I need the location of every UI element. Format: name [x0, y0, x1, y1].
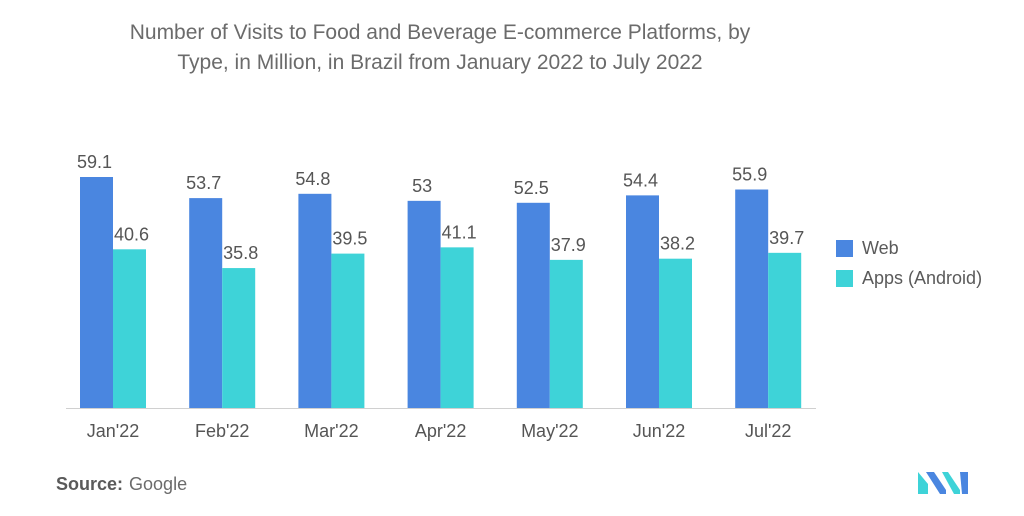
- bar-apps-2: [331, 253, 365, 408]
- data-label-web-2: 54.8: [295, 169, 330, 189]
- data-label-web-1: 53.7: [186, 173, 221, 193]
- chart-title-line-2: Type, in Million, in Brazil from January…: [177, 51, 703, 74]
- legend: Web Apps (Android): [836, 233, 982, 293]
- data-label-apps-5: 38.2: [660, 234, 695, 254]
- legend-label-web: Web: [862, 237, 899, 258]
- data-label-web-5: 54.4: [623, 170, 658, 190]
- legend-item-web: Web: [836, 233, 982, 263]
- bar-web-4: [516, 202, 550, 408]
- source-note: Source: Google: [56, 474, 187, 495]
- bar-apps-6: [768, 252, 802, 408]
- data-label-apps-1: 35.8: [223, 243, 258, 263]
- bar-apps-5: [659, 258, 692, 408]
- data-label-apps-3: 41.1: [442, 222, 477, 242]
- source-label: Source:: [56, 474, 124, 494]
- bar-web-6: [735, 189, 769, 408]
- data-label-web-3: 53: [412, 176, 432, 196]
- data-label-apps-4: 37.9: [551, 235, 586, 255]
- x-tick-label-4: May'22: [521, 421, 578, 441]
- legend-swatch-web: [836, 239, 853, 257]
- data-label-web-4: 52.5: [514, 178, 549, 198]
- x-tick-label-1: Feb'22: [195, 421, 249, 441]
- legend-swatch-apps: [836, 269, 853, 287]
- bar-web-2: [298, 193, 332, 408]
- x-tick-label-0: Jan'22: [87, 421, 139, 441]
- chart-title-line-1: Number of Visits to Food and Beverage E-…: [129, 21, 751, 44]
- chart-title: Number of Visits to Food and Beverage E-…: [40, 18, 840, 78]
- data-label-web-6: 55.9: [732, 165, 767, 185]
- x-tick-label-2: Mar'22: [304, 421, 358, 441]
- brand-logo: [918, 472, 968, 494]
- x-tick-label-3: Apr'22: [415, 421, 466, 441]
- legend-label-apps: Apps (Android): [862, 267, 983, 288]
- source-value: Google: [129, 474, 188, 494]
- bar-web-5: [626, 195, 659, 408]
- bar-web-0: [80, 177, 113, 408]
- data-label-apps-0: 40.6: [114, 224, 149, 244]
- bar-apps-1: [222, 268, 256, 408]
- data-label-web-0: 59.1: [77, 152, 112, 172]
- data-label-apps-2: 39.5: [332, 229, 367, 249]
- legend-item-apps: Apps (Android): [836, 263, 982, 293]
- data-label-apps-6: 39.7: [769, 228, 804, 248]
- bar-web-3: [407, 200, 441, 408]
- x-tick-label-6: Jul'22: [745, 421, 791, 441]
- bar-apps-3: [440, 247, 474, 408]
- bar-apps-4: [549, 259, 583, 408]
- x-tick-label-5: Jun'22: [633, 421, 685, 441]
- bar-apps-0: [113, 249, 146, 408]
- bar-web-1: [189, 198, 223, 408]
